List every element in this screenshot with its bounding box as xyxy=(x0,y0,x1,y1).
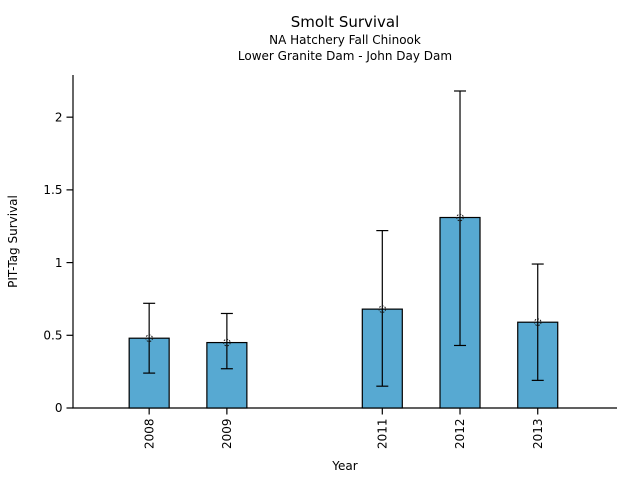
y-tick-label: 1 xyxy=(55,256,63,270)
point-marker xyxy=(378,305,387,313)
point-marker xyxy=(533,318,542,327)
x-tick-label: 2011 xyxy=(376,419,390,450)
chart-title: Smolt Survival xyxy=(291,13,400,31)
x-axis-label: Year xyxy=(331,459,357,473)
point-marker xyxy=(223,338,231,347)
x-tick-label: 2013 xyxy=(531,419,545,450)
y-axis-label: PIT-Tag Survival xyxy=(6,195,20,288)
point-marker xyxy=(456,213,464,222)
y-tick-label: 0 xyxy=(55,401,63,415)
plot-area: 0 0.5 1 1.5 2 2008 2009 2011 2012 2013 xyxy=(43,75,617,449)
chart-subtitle-1: NA Hatchery Fall Chinook xyxy=(269,33,421,47)
y-tick-label: 2 xyxy=(55,110,63,124)
chart-subtitle-2: Lower Granite Dam - John Day Dam xyxy=(238,49,452,63)
point-marker xyxy=(145,334,153,343)
y-tick-label: 0.5 xyxy=(43,328,62,342)
y-tick-label: 1.5 xyxy=(43,183,62,197)
x-tick-label: 2009 xyxy=(220,419,234,450)
x-tick-label: 2012 xyxy=(453,419,467,450)
x-tick-label: 2008 xyxy=(142,419,156,450)
